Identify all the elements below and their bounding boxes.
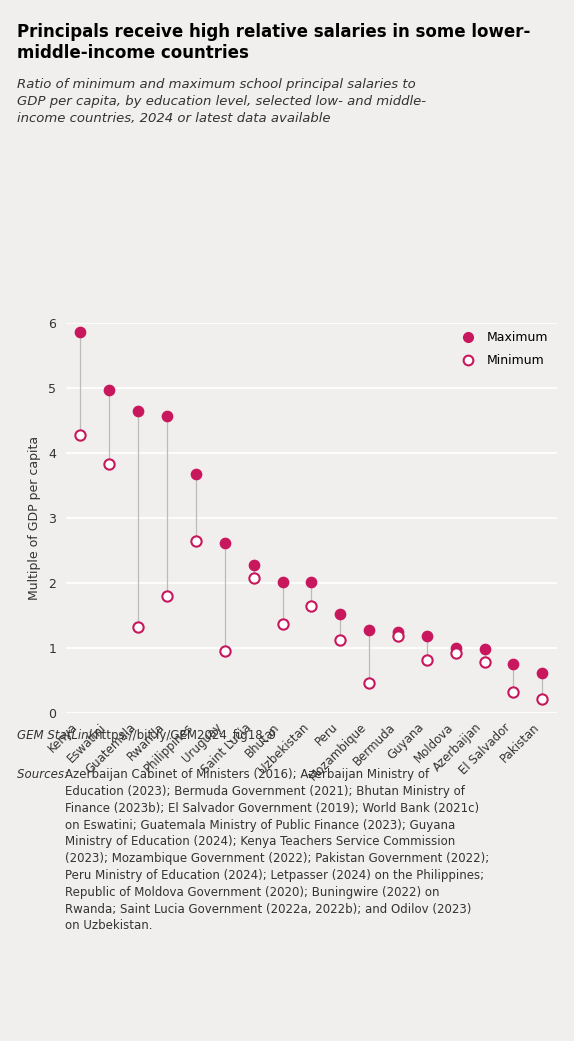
Point: [451, 644, 460, 661]
Point: [162, 587, 172, 604]
Point: [336, 631, 345, 648]
Point: [278, 615, 287, 632]
Point: [538, 664, 547, 681]
Point: [104, 381, 114, 398]
Legend: Maximum, Minimum: Maximum, Minimum: [453, 329, 550, 370]
Text: Principals receive high relative salaries in some lower-
middle-income countries: Principals receive high relative salarie…: [17, 23, 530, 62]
Point: [134, 402, 143, 418]
Point: [480, 654, 489, 670]
Point: [220, 534, 230, 551]
Point: [393, 628, 402, 644]
Point: [76, 427, 85, 443]
Point: [509, 656, 518, 672]
Point: [509, 683, 518, 700]
Point: [191, 465, 200, 482]
Point: [307, 574, 316, 590]
Point: [104, 456, 114, 473]
Point: [220, 643, 230, 660]
Point: [249, 569, 258, 586]
Point: [307, 598, 316, 614]
Text: Ratio of minimum and maximum school principal salaries to
GDP per capita, by edu: Ratio of minimum and maximum school prin…: [17, 78, 426, 125]
Point: [480, 641, 489, 658]
Point: [538, 690, 547, 707]
Point: [278, 574, 287, 590]
Point: [364, 675, 374, 691]
Point: [422, 628, 432, 644]
Point: [336, 605, 345, 621]
Text: GEM StatLink:: GEM StatLink:: [17, 729, 103, 741]
Point: [162, 407, 172, 424]
Y-axis label: Multiple of GDP per capita: Multiple of GDP per capita: [28, 436, 41, 600]
Point: [422, 652, 432, 668]
Point: [451, 639, 460, 657]
Text: Azerbaijan Cabinet of Ministers (2016); Azerbaijan Ministry of
Education (2023);: Azerbaijan Cabinet of Ministers (2016); …: [65, 768, 489, 933]
Text: Sources:: Sources:: [17, 768, 72, 781]
Point: [393, 624, 402, 640]
Point: [364, 621, 374, 638]
Point: [134, 618, 143, 635]
Point: [76, 324, 85, 340]
Point: [249, 557, 258, 574]
Point: [191, 532, 200, 549]
Text: https://bit.ly/GEM2024_fig18_9: https://bit.ly/GEM2024_fig18_9: [95, 729, 277, 741]
